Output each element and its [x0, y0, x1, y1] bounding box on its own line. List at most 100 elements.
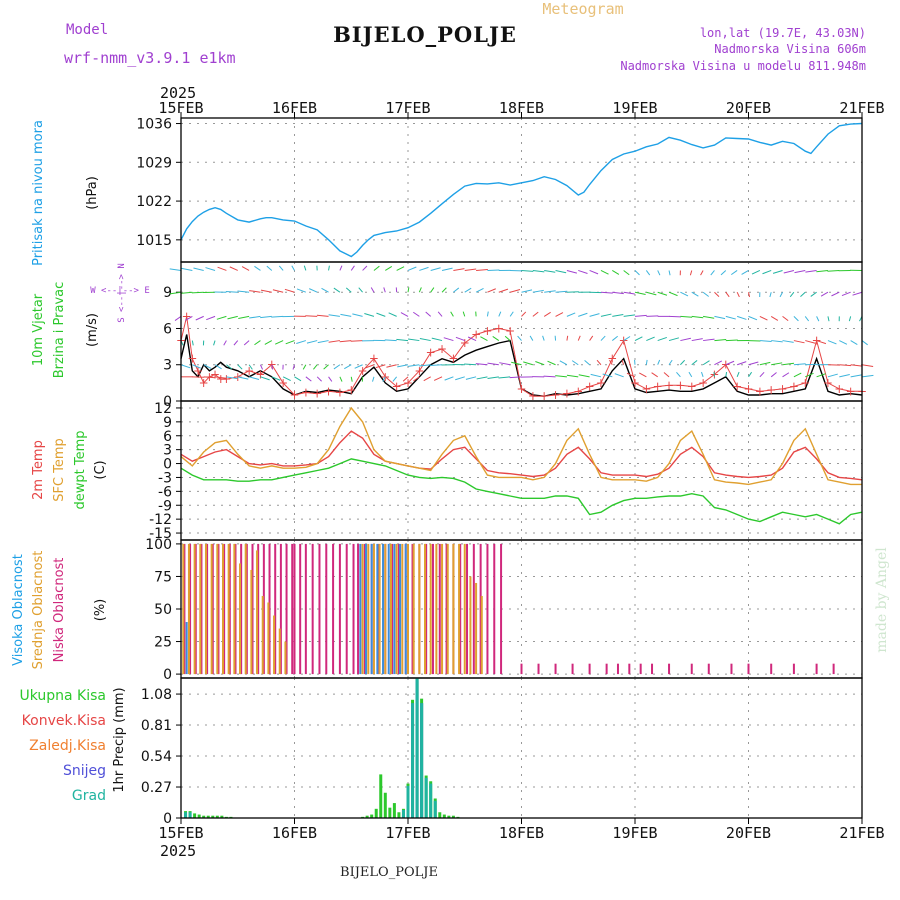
wind-arrow: [475, 363, 488, 366]
wind-arrow: [226, 364, 233, 370]
wind-arrow: [328, 265, 330, 271]
wind-arrow: [249, 315, 261, 319]
wind-arrow: [680, 291, 689, 297]
bar-precip: [451, 815, 455, 818]
wind-arrow: [296, 288, 307, 293]
panel-frame-precip: [180, 677, 863, 819]
bar-clouds: [616, 663, 619, 675]
wind-arrow: [487, 288, 496, 293]
ytick-label: 50: [154, 602, 172, 618]
wind-arrow: [291, 265, 295, 271]
bar-clouds: [605, 663, 608, 675]
gust-marker: +: [732, 379, 742, 393]
wind-arrow: [509, 311, 514, 317]
bar-precip: [392, 803, 396, 818]
wind-arrow: [249, 290, 261, 293]
wind-arrow: [296, 340, 306, 344]
wind-arrow: [532, 311, 539, 317]
bar-clouds: [251, 543, 254, 675]
bar-clouds: [389, 543, 392, 675]
bar-clouds: [206, 543, 209, 675]
ytick-label: 9: [163, 285, 172, 301]
wind-arrow: [388, 312, 397, 317]
gust-marker: +: [482, 324, 492, 338]
wind-arrow: [600, 270, 609, 275]
wind-arrow: [521, 289, 533, 293]
wind-arrow: [376, 312, 386, 317]
wind-arrow: [373, 265, 380, 271]
bar-precip: [442, 814, 446, 818]
ytick-label: 0.54: [141, 749, 172, 765]
ytick-label: 3: [163, 358, 172, 374]
wind-arrow: [590, 373, 602, 378]
bar-clouds: [387, 543, 390, 675]
wind-arrow: [532, 269, 545, 273]
wind-arrow: [816, 269, 829, 273]
bar-clouds: [262, 543, 265, 675]
wind-arrow: [453, 287, 460, 293]
gust-marker: +: [687, 379, 697, 393]
wind-arrow: [691, 360, 698, 366]
wind-arrow: [566, 269, 578, 274]
wind-arrow: [313, 364, 318, 370]
wind-arrow: [174, 315, 182, 321]
gust-marker: +: [800, 376, 810, 390]
bar-precip: [383, 792, 387, 818]
wind-arrow: [407, 287, 410, 293]
wind-arrow: [431, 337, 443, 342]
wind-arrow: [646, 336, 655, 342]
wind-arrow: [714, 315, 726, 320]
bar-clouds: [429, 543, 432, 675]
gust-marker: +: [698, 376, 708, 390]
wind-arrow: [498, 311, 502, 317]
wind-arrow: [646, 315, 659, 317]
gust-marker: +: [221, 372, 231, 386]
gust-marker: +: [516, 382, 526, 396]
wind-arrow: [413, 311, 420, 317]
bar-clouds: [345, 543, 348, 675]
bar-clouds: [463, 543, 466, 675]
wind-arrow: [555, 375, 567, 378]
gust-marker: +: [255, 367, 265, 381]
wind-arrow: [657, 336, 667, 342]
wind-arrow: [191, 340, 194, 346]
model-name: wrf-nmm_v3.9.1 e1km: [64, 49, 236, 67]
bar-clouds: [279, 543, 282, 675]
station-title: BIJELO_POLJE: [333, 22, 517, 47]
wind-arrow: [350, 376, 353, 382]
wind-arrow: [769, 292, 772, 298]
wind-arrow: [820, 291, 829, 297]
bar-clouds: [293, 543, 296, 675]
ytick-label: 100: [145, 537, 172, 553]
wind-arrow: [805, 269, 817, 273]
wind-arrow: [542, 335, 545, 341]
gust-marker: +: [216, 372, 226, 386]
gust-marker: +: [414, 364, 424, 378]
bar-clouds: [472, 543, 475, 675]
wind-arrow: [793, 316, 799, 322]
legend-hail: Grad: [72, 788, 106, 804]
bar-precip: [420, 703, 424, 818]
ytick-label: -3: [158, 470, 172, 486]
wind-compass-ns: S <--|--> N: [117, 263, 127, 323]
wind-arrow: [571, 360, 579, 366]
wind-arrow: [480, 336, 488, 342]
bar-clouds: [183, 543, 186, 675]
wind-arrow: [418, 287, 422, 293]
bar-clouds: [730, 663, 733, 675]
bar-clouds: [200, 543, 203, 675]
wind-arrow: [213, 340, 216, 346]
wind-arrow: [680, 359, 686, 366]
gust-marker: +: [675, 378, 685, 392]
wind-arrow: [614, 373, 624, 378]
wind-arrow: [634, 291, 646, 295]
wind-arrow: [407, 266, 417, 271]
wind-arrow: [370, 287, 375, 293]
wind-arrow: [285, 340, 295, 345]
wind-arrow: [725, 339, 738, 342]
wind-arrow: [385, 265, 393, 271]
ytick-label: 3: [163, 443, 172, 459]
wind-arrow: [789, 291, 795, 298]
wind-arrow: [181, 267, 193, 271]
wind-arrow: [465, 376, 477, 380]
